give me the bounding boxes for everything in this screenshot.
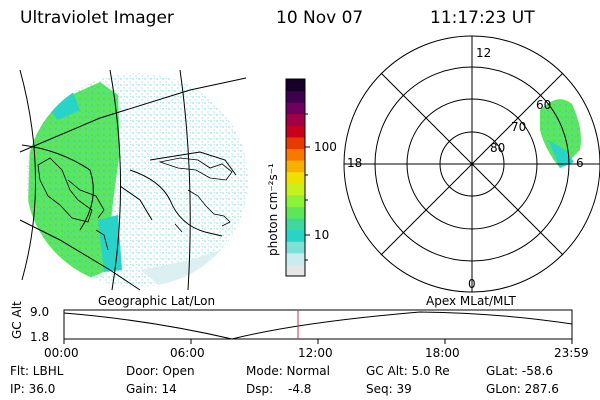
polar-plot <box>343 35 600 293</box>
x-tick-0600: 06:00 <box>170 346 205 360</box>
lat-label-70: 70 <box>511 120 527 134</box>
colorbar-segment <box>286 90 305 103</box>
time-label: 11:17:23 UT <box>430 8 535 28</box>
colorbar-segment <box>286 160 305 173</box>
glat-status: GLat: -58.6 <box>486 364 553 378</box>
mlt-label-18: 18 <box>347 156 363 170</box>
lat-label-80: 80 <box>490 141 506 155</box>
colorbar-segment <box>286 171 305 184</box>
alt-tick-1: 1.8 <box>30 330 50 344</box>
mode-status: Mode: Normal <box>246 364 330 378</box>
colorbar-segment <box>286 113 305 126</box>
date-label: 10 Nov 07 <box>276 8 364 28</box>
dsp-value: -4.8 <box>288 382 312 396</box>
colorbar-segment <box>286 264 305 277</box>
dsp-label: Dsp: <box>246 382 274 396</box>
colorbar-unit-label: photon cm⁻²s⁻¹ <box>266 163 280 256</box>
door-status: Door: Open <box>126 364 195 378</box>
colorbar-segment <box>286 241 305 254</box>
instrument-title: Ultraviolet Imager <box>20 8 174 28</box>
colorbar-segment <box>286 125 305 138</box>
colorbar-segment <box>286 218 305 231</box>
seq-status: Seq: 39 <box>366 382 412 396</box>
altitude-curve <box>63 311 573 340</box>
mlt-label-6: 6 <box>576 156 584 170</box>
x-tick-0000: 00:00 <box>44 346 79 360</box>
aurora-oval-polar <box>540 99 581 168</box>
filter-status: Flt: LBHL <box>10 364 64 378</box>
alt-tick-9: 9.0 <box>30 305 50 319</box>
x-tick-2359: 23:59 <box>554 346 589 360</box>
gc-alt-status: GC Alt: 5.0 Re <box>366 364 450 378</box>
colorbar-segment <box>286 252 305 265</box>
polar-caption: Apex MLat/MLT <box>426 294 516 308</box>
mlt-label-0: 0 <box>468 277 476 291</box>
colorbar-segment <box>286 79 305 92</box>
colorbar-segment <box>286 136 305 150</box>
map-grid <box>19 69 247 291</box>
x-tick-1200: 12:00 <box>298 346 333 360</box>
gain-status: Gain: 14 <box>126 382 177 396</box>
altitude-plot <box>63 309 573 344</box>
glon-status: GLon: 287.6 <box>486 382 559 396</box>
left-map-caption: Geographic Lat/Lon <box>98 294 216 308</box>
colorbar-tick-10: 10 <box>314 228 330 242</box>
coastlines <box>37 157 233 251</box>
colorbar-segment <box>286 229 305 242</box>
colorbar-tick-100: 100 <box>314 140 337 154</box>
x-tick-1800: 18:00 <box>425 346 460 360</box>
colorbar-segment <box>286 194 305 207</box>
lat-label-60: 60 <box>536 98 552 112</box>
colorbar-segment <box>286 206 305 219</box>
mlt-label-12: 12 <box>476 46 492 60</box>
alt-axis-label: GC Alt <box>10 301 24 339</box>
colorbar <box>285 78 310 277</box>
colorbar-segment <box>286 148 305 161</box>
colorbar-segment <box>286 102 305 115</box>
ip-status: IP: 36.0 <box>10 382 56 396</box>
colorbar-segment <box>286 183 305 196</box>
